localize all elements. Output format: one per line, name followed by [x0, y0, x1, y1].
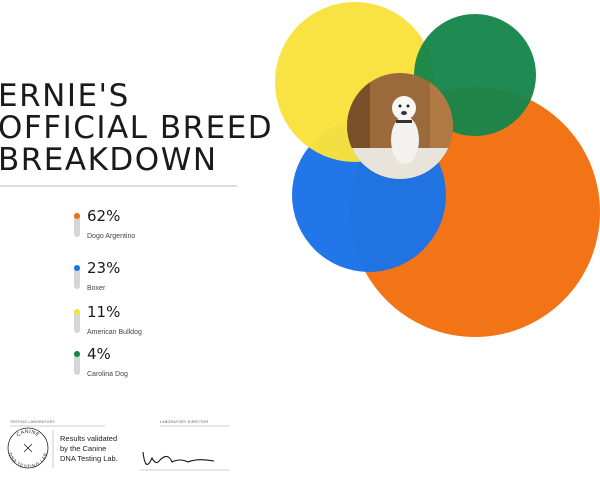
legend: 62% Dogo Argentino 23% Boxer 11% American Bul…: [74, 207, 142, 378]
breed-name: Dogo Argentino: [87, 233, 135, 240]
breed-name: Boxer: [87, 285, 106, 292]
signature: [142, 451, 215, 465]
note-line: by the Canine: [60, 444, 106, 453]
title-line: BREAKDOWN: [0, 142, 218, 178]
legend-dot: [74, 213, 80, 219]
logo-icon: [23, 443, 33, 453]
logo-text: DNA TESTING LAB: [8, 452, 49, 469]
breed-percent: 11%: [87, 303, 120, 321]
breed-name: Carolina Dog: [87, 371, 128, 378]
logo-text: CANINE: [16, 429, 41, 439]
logo-bottom: DNA TESTING LAB: [8, 452, 49, 469]
breed-percent: 4%: [87, 345, 111, 363]
legend-bar: [74, 309, 80, 333]
breed-percent: 23%: [87, 259, 120, 277]
legend-bar: [74, 265, 80, 289]
director-label: LABORATORY DIRECTOR: [160, 420, 209, 424]
title-line: OFFICIAL BREED: [0, 110, 273, 146]
legend-dot: [74, 351, 80, 357]
logo-top: CANINE: [16, 429, 40, 439]
note-line: DNA Testing Lab.: [60, 454, 118, 463]
legend-dot: [74, 265, 80, 271]
logo-ring: [7, 427, 49, 469]
title-line: ERNIE'S: [0, 78, 130, 114]
note-line: Results validated: [60, 434, 117, 443]
lab-label: TESTING LABORATORY: [10, 420, 55, 424]
legend-bar: [74, 351, 80, 375]
breed-percent: 62%: [87, 207, 120, 225]
legend-bar: [74, 213, 80, 237]
legend-dot: [74, 309, 80, 315]
breed-name: American Bulldog: [87, 329, 142, 336]
